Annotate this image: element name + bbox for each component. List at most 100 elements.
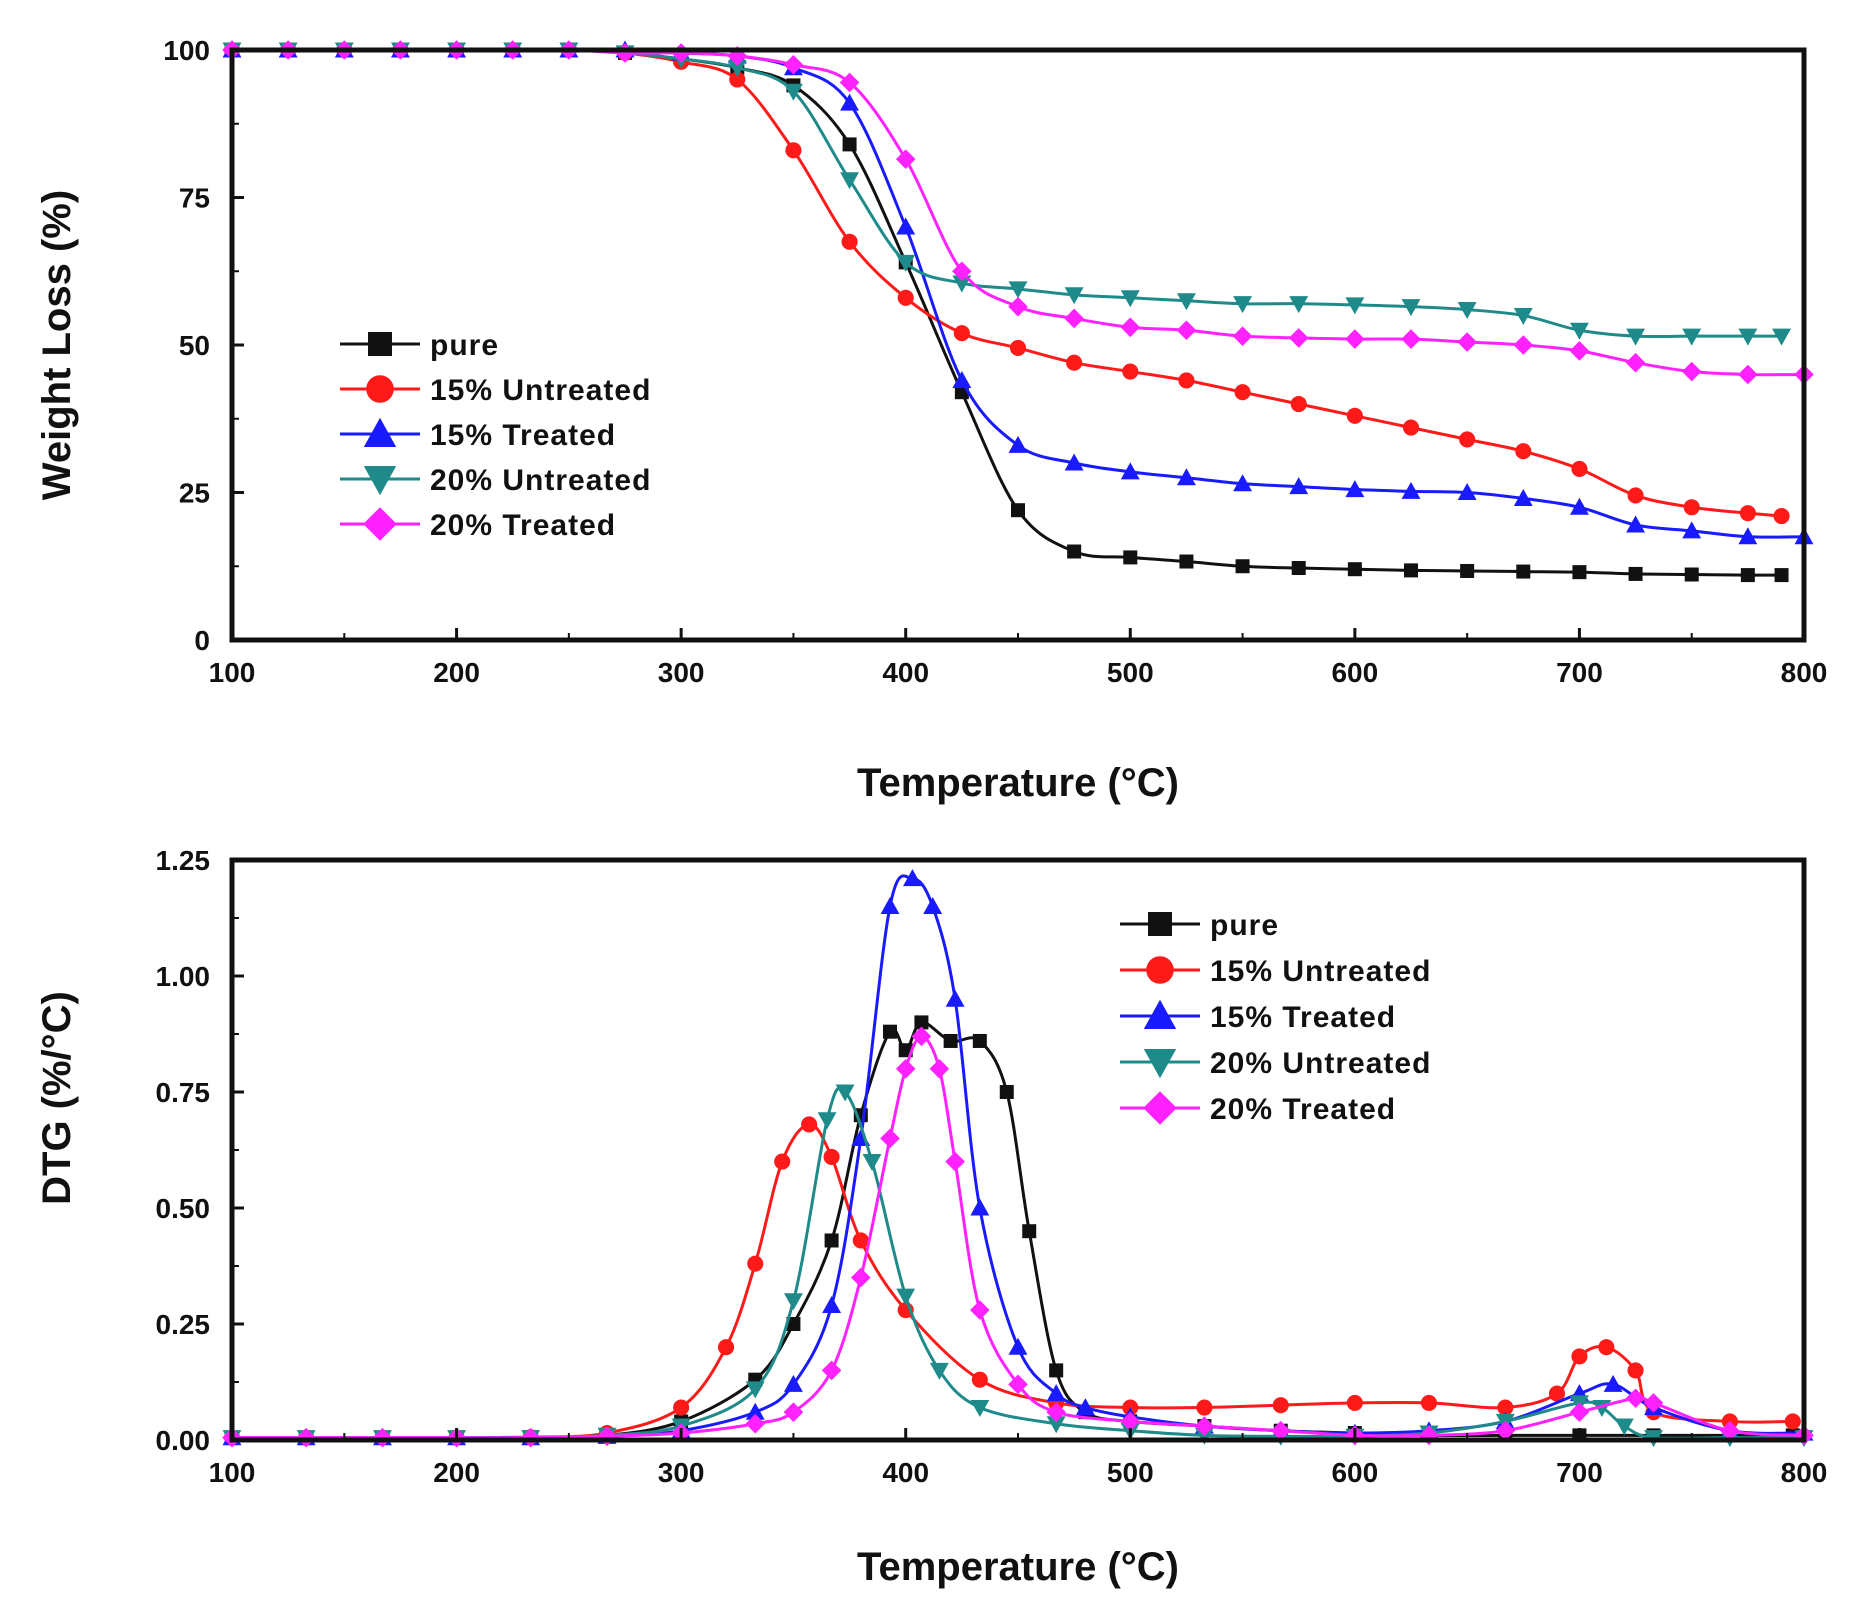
dtg-point-15pct-untreated [747,1255,764,1272]
tga-point-20pct-untreated [1345,297,1365,315]
tga-point-20pct-treated [1120,317,1141,338]
dtg-point-20pct-untreated [1194,1427,1214,1445]
tga-legend-entry-pure: pure [340,329,498,362]
dtg-point-pure [999,1085,1014,1099]
dtg-point-15pct-untreated [801,1116,818,1133]
tga-point-20pct-untreated [1008,281,1028,299]
dtg-point-20pct-treated [1625,1388,1646,1409]
dtg-y-tick-label: 0.50 [156,1193,211,1224]
tga-point-15pct-treated [1569,497,1589,515]
tga-point-20pct-treated [1232,326,1253,346]
dtg-point-20pct-treated [895,1059,916,1079]
tga-line-20pct-untreated [232,48,1782,339]
dtg-tick-layer: 100 200 300 400 500 600 700 800 0.00 0.25 0.50 0.75… [156,845,1828,1488]
tga-legend-entry-15pct-untreated: 15% Untreated [340,374,650,407]
tga-point-20pct-untreated [1513,307,1533,325]
tga-point-15pct-untreated [1683,499,1700,516]
dtg-point-15pct-untreated [1784,1413,1801,1430]
tga-legend-label: 20% Treated [430,509,616,542]
tga-point-pure [1347,562,1362,577]
dtg-point-20pct-treated [945,1151,965,1172]
tga-x-tick-label: 800 [1781,657,1828,688]
tga-point-pure [1291,561,1306,576]
dtg-point-20pct-treated [880,1128,900,1149]
tga-point-15pct-untreated [1122,363,1139,380]
tga-point-15pct-treated [1233,474,1253,492]
tga-point-15pct-untreated [785,142,802,159]
tga-point-20pct-treated [839,72,860,93]
tga-point-20pct-untreated [1626,328,1646,346]
tga-legend-label: 15% Treated [430,419,616,452]
tga-tick-layer: 100 200 300 400 500 600 700 800 0 25 50 75 100 [163,35,1827,688]
tga-y-axis-title: Weight Loss (%) [35,190,79,500]
tga-point-pure [1460,563,1475,578]
tga-point-20pct-untreated [1064,287,1084,305]
tga-point-15pct-treated [1682,521,1702,539]
dtg-point-20pct-treated [1569,1402,1590,1422]
tga-point-20pct-untreated [840,172,860,190]
tga-point-15pct-untreated [1571,460,1588,477]
tga-point-15pct-treated [1120,462,1140,480]
dtg-point-15pct-untreated [1571,1348,1588,1365]
dtg-point-20pct-treated [911,1026,932,1047]
dtg-chart: 100 200 300 400 500 600 700 800 0.00 0.25 0.50 0.75… [35,845,1827,1589]
dtg-legend-entry-15pct-untreated: 15% Untreated [1120,955,1430,988]
tga-point-15pct-treated [1513,488,1533,506]
dtg-point-20pct-treated [929,1059,950,1079]
tga-legend-marker [366,375,394,403]
dtg-y-tick-label: 0.00 [156,1425,211,1456]
tga-point-15pct-treated [1008,435,1028,453]
tga-point-15pct-untreated [1178,372,1195,389]
dtg-x-tick-label: 800 [1781,1457,1828,1488]
tga-point-15pct-treated [1401,481,1421,499]
dtg-point-15pct-untreated [1196,1399,1213,1416]
tga-point-20pct-untreated [727,60,747,78]
dtg-series-15pct-untreated [223,1116,1801,1446]
tga-point-20pct-untreated [1289,296,1309,314]
dtg-series-layer [222,869,1814,1448]
dtg-point-20pct-treated [1720,1420,1740,1441]
dtg-legend-label: 20% Untreated [1210,1047,1431,1080]
tga-point-20pct-untreated [783,83,803,101]
tga-point-20pct-untreated [1682,328,1702,346]
tga-point-20pct-treated [1569,341,1590,361]
dtg-x-tick-label: 400 [882,1457,929,1488]
tga-point-15pct-untreated [1739,505,1756,522]
tga-x-tick-label: 700 [1556,657,1603,688]
dtg-point-15pct-treated [880,896,900,914]
dtg-point-15pct-untreated [1346,1394,1363,1411]
dtg-point-20pct-untreated [817,1112,837,1130]
dtg-point-20pct-treated [1270,1420,1291,1441]
dtg-point-15pct-treated [745,1402,765,1420]
tga-point-20pct-treated [1738,364,1758,385]
tga-point-20pct-treated [1625,352,1646,373]
tga-point-15pct-untreated [953,325,970,342]
tga-point-20pct-treated [1176,320,1197,341]
dtg-point-20pct-treated [1008,1374,1028,1395]
dtg-point-15pct-untreated [971,1371,988,1388]
dtg-legend-entry-20pct-treated: 20% Treated [1120,1091,1395,1126]
tga-point-20pct-untreated [1176,293,1196,311]
tga-point-15pct-untreated [1009,339,1027,357]
dtg-point-15pct-treated [945,989,965,1007]
dtg-legend-entry-15pct-treated: 15% Treated [1120,999,1395,1034]
dtg-point-15pct-untreated [1598,1339,1615,1356]
dtg-point-pure [943,1033,958,1048]
dtg-point-20pct-treated [821,1360,842,1381]
dtg-y-tick-label: 1.00 [156,961,211,992]
tga-point-15pct-untreated [1290,395,1307,413]
dtg-point-15pct-treated [822,1295,842,1313]
tga-legend-entry-15pct-treated: 15% Treated [340,417,616,452]
tga-legend-marker [368,332,392,356]
tga-point-15pct-untreated [1234,384,1251,401]
dtg-point-pure [1022,1224,1037,1239]
tga-legend: pure 15% Untreated 15% Treated 20% Untreate… [340,329,650,542]
dtg-point-15pct-treated [1603,1374,1623,1392]
dtg-point-15pct-treated [1075,1398,1095,1416]
dtg-point-20pct-treated [1643,1393,1664,1413]
tga-point-20pct-treated [1457,332,1477,352]
dtg-point-20pct-untreated [1614,1418,1634,1436]
tga-x-tick-label: 100 [209,657,256,688]
tga-point-pure [842,137,857,152]
tga-x-tick-label: 400 [882,657,929,688]
